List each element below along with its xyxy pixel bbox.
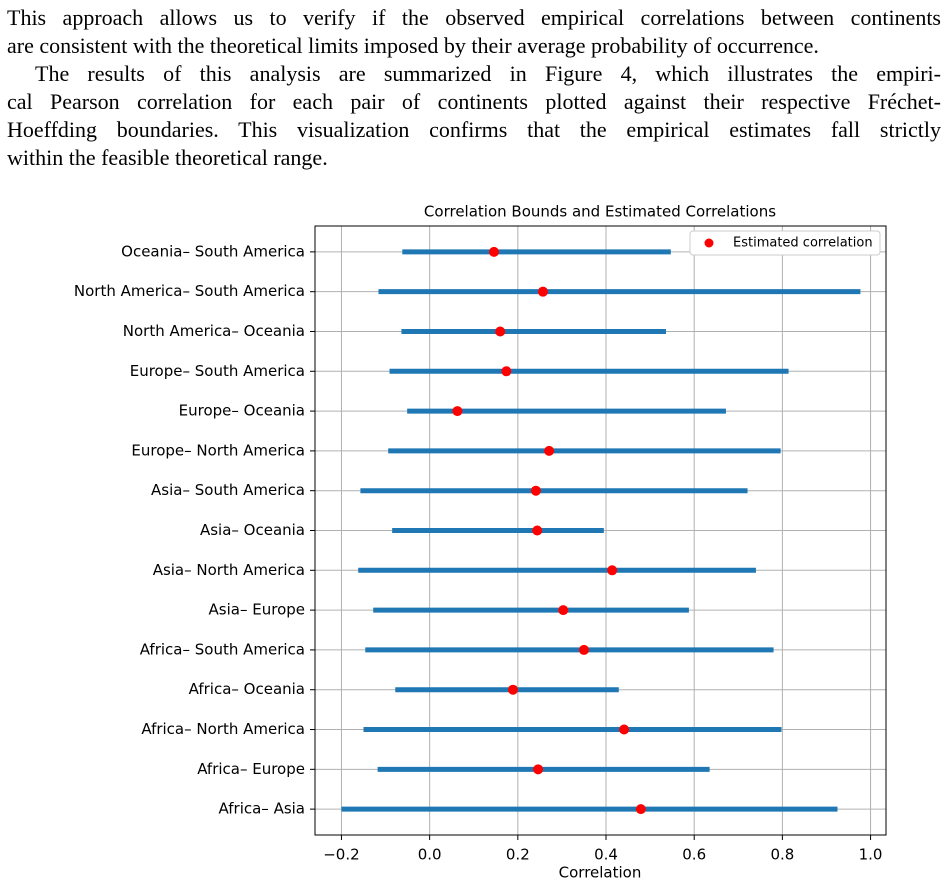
x-tick-label: 0.2 bbox=[506, 846, 530, 864]
chart-title: Correlation Bounds and Estimated Correla… bbox=[424, 203, 776, 221]
estimate-dot bbox=[619, 724, 630, 735]
text-line: cal Pearson correlation for each pair of… bbox=[7, 89, 941, 114]
x-tick-label: 1.0 bbox=[859, 846, 883, 864]
y-tick-label: Asia– Oceania bbox=[200, 521, 305, 539]
x-tick-label: 0.4 bbox=[594, 846, 618, 864]
estimate-dot bbox=[507, 684, 518, 695]
y-tick-label: Africa– South America bbox=[140, 640, 305, 658]
x-tick-label: −0.2 bbox=[323, 846, 359, 864]
text-line: within the feasible theoretical range. bbox=[7, 145, 328, 170]
y-tick-label: Africa– North America bbox=[141, 720, 305, 738]
estimate-dot bbox=[501, 366, 512, 377]
y-tick-label: Africa– Oceania bbox=[189, 680, 305, 698]
estimate-dot bbox=[544, 445, 555, 456]
legend-marker bbox=[704, 238, 714, 248]
y-tick-label: Europe– Oceania bbox=[179, 402, 305, 420]
text-line: are consistent with the theoretical limi… bbox=[7, 33, 819, 58]
y-tick-label: Asia– North America bbox=[153, 561, 305, 579]
estimate-dot bbox=[533, 764, 544, 775]
y-tick-label: North America– Oceania bbox=[123, 322, 305, 340]
text-line: The results of this analysis are summari… bbox=[35, 61, 941, 86]
legend-box bbox=[689, 230, 881, 256]
x-tick-label: 0.8 bbox=[770, 846, 794, 864]
estimate-dot bbox=[452, 406, 463, 417]
legend-label: Estimated correlation bbox=[733, 236, 873, 251]
y-tick-label: Africa– Asia bbox=[219, 800, 305, 818]
text-line: Hoeffding boundaries. This visualization… bbox=[7, 117, 941, 142]
x-axis-label: Correlation bbox=[559, 864, 642, 882]
estimate-dot bbox=[578, 644, 589, 655]
x-tick-label: 0.0 bbox=[418, 846, 442, 864]
body-text: This approach allows us to verify if the… bbox=[7, 4, 941, 172]
y-tick-label: Europe– North America bbox=[131, 441, 305, 459]
estimate-dot bbox=[532, 525, 543, 536]
plot-frame bbox=[314, 225, 887, 836]
text-line: This approach allows us to verify if the… bbox=[7, 5, 941, 30]
y-tick-label: Asia– Europe bbox=[209, 601, 305, 619]
y-tick-label: Europe– South America bbox=[130, 362, 305, 380]
y-tick-label: Oceania– South America bbox=[121, 242, 305, 260]
estimate-dot bbox=[489, 246, 500, 257]
x-tick-label: 0.6 bbox=[682, 846, 706, 864]
y-tick-label: North America– South America bbox=[74, 282, 305, 300]
estimate-dot bbox=[537, 286, 548, 297]
estimate-dot bbox=[495, 326, 506, 337]
y-tick-label: Africa– Europe bbox=[197, 760, 305, 778]
estimate-dot bbox=[558, 605, 569, 616]
estimate-dot bbox=[607, 565, 618, 576]
estimate-dot bbox=[530, 485, 541, 496]
estimate-dot bbox=[635, 804, 646, 815]
y-tick-label: Asia– South America bbox=[151, 481, 305, 499]
